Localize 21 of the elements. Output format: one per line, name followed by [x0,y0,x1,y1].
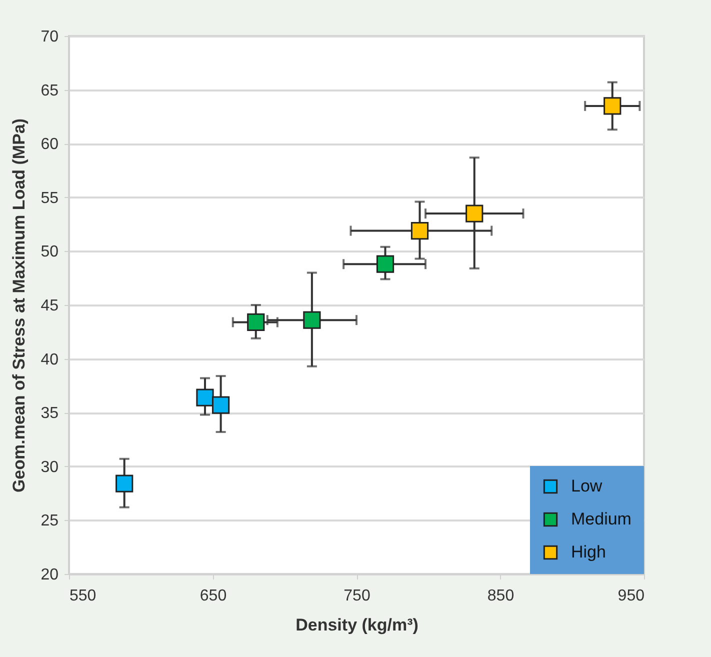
y-tick-label: 45 [40,298,59,314]
legend-label: High [571,542,606,562]
y-tick-label: 20 [40,566,59,584]
y-tick-label: 55 [40,190,59,207]
y-tick-label: 65 [40,82,59,100]
x-tick-label: 850 [487,588,514,604]
y-axis-title: Geom.mean of Stress at Maximum Load (MPa) [10,118,29,493]
y-tick-label: 25 [40,512,59,530]
y-tick-label: 35 [40,405,59,422]
legend-label: Low [571,476,603,496]
y-tick-label: 30 [40,458,59,476]
y-tick-label: 40 [40,351,59,368]
legend-label: Medium [571,510,632,528]
x-tick-label: 550 [70,588,96,604]
y-tick-label: 60 [40,136,59,154]
x-axis-title: Density (kg/m³) [296,616,418,634]
x-tick-label: 750 [344,588,370,604]
y-tick-label: 50 [40,244,59,261]
y-tick-label: 70 [40,28,59,46]
x-tick-label: 950 [618,588,645,604]
x-tick-label: 650 [200,588,227,604]
